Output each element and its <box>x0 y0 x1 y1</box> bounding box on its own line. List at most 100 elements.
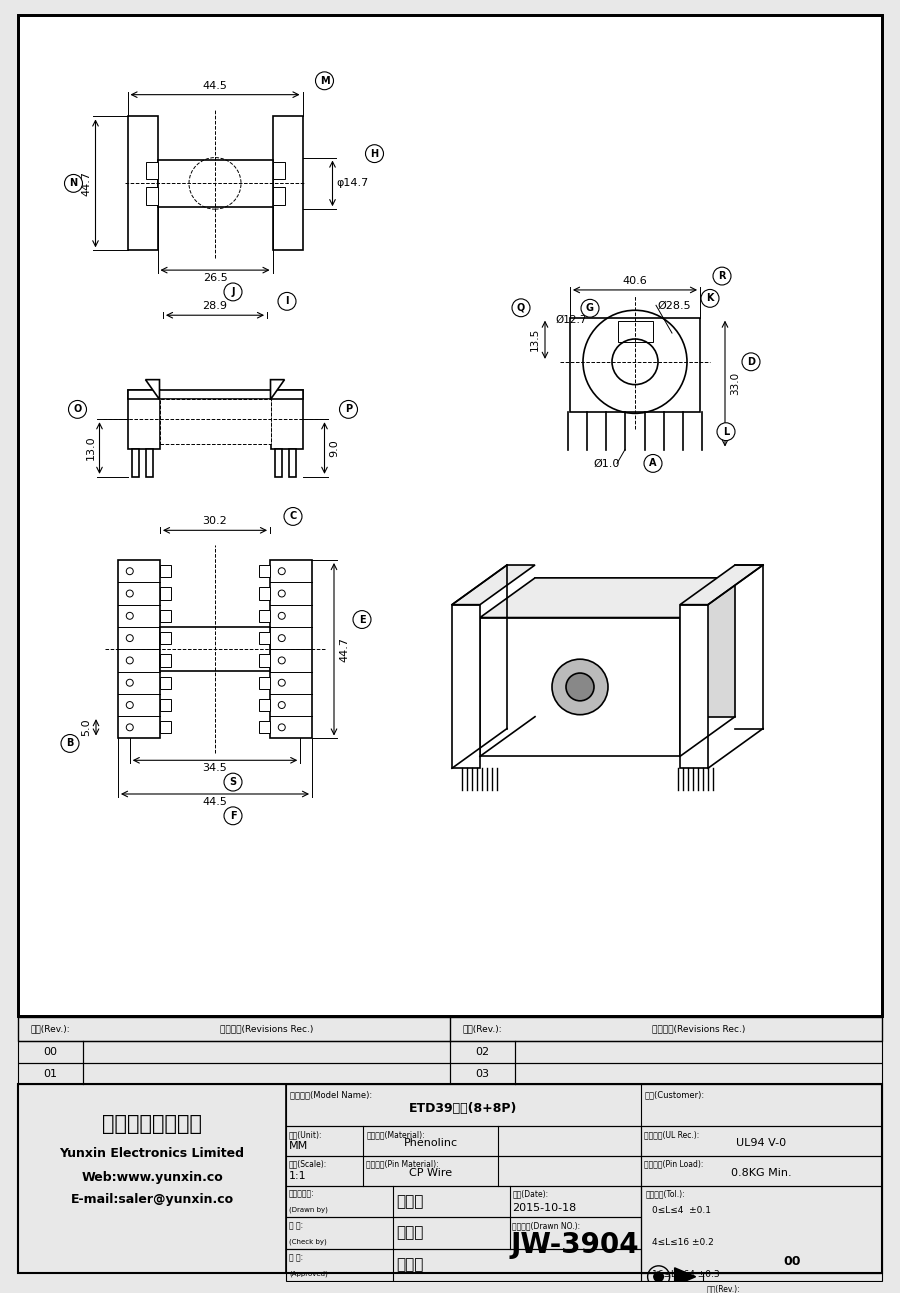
Bar <box>273 116 302 251</box>
Text: 30.2: 30.2 <box>202 516 228 526</box>
Circle shape <box>581 300 599 317</box>
Polygon shape <box>480 618 680 756</box>
Bar <box>286 1217 641 1249</box>
Text: 13.0: 13.0 <box>86 436 95 460</box>
Text: 40.6: 40.6 <box>623 275 647 286</box>
Circle shape <box>644 454 662 472</box>
Text: 产品编号(Drawn NO.):: 产品编号(Drawn NO.): <box>512 1221 580 1230</box>
Text: P: P <box>345 405 352 414</box>
Text: 4≤L≤16 ±0.2: 4≤L≤16 ±0.2 <box>652 1237 714 1246</box>
Bar <box>160 610 171 622</box>
Bar <box>289 449 296 477</box>
Bar <box>18 1041 450 1063</box>
Bar <box>18 1063 450 1085</box>
Circle shape <box>717 423 735 441</box>
Bar <box>259 700 270 711</box>
Bar <box>128 389 159 449</box>
Text: 本体材质(Material):: 本体材质(Material): <box>366 1130 425 1139</box>
Circle shape <box>566 674 594 701</box>
Circle shape <box>65 175 83 193</box>
Bar <box>286 1126 882 1156</box>
Bar <box>259 610 270 622</box>
Text: (Check by): (Check by) <box>289 1239 327 1245</box>
Polygon shape <box>535 578 735 716</box>
Text: 韦景川: 韦景川 <box>396 1226 424 1240</box>
Circle shape <box>512 299 530 317</box>
Circle shape <box>365 145 383 163</box>
Bar <box>160 654 171 667</box>
Text: E-mail:saler@yunxin.co: E-mail:saler@yunxin.co <box>70 1193 234 1206</box>
Bar <box>273 162 284 180</box>
Bar <box>160 587 171 600</box>
Text: D: D <box>747 357 755 367</box>
Bar <box>159 400 271 443</box>
Text: 日期(Date):: 日期(Date): <box>512 1190 549 1199</box>
Bar <box>146 449 153 477</box>
Bar <box>259 587 270 600</box>
Circle shape <box>284 508 302 525</box>
Text: UL94 V-0: UL94 V-0 <box>736 1138 787 1148</box>
Text: 44.5: 44.5 <box>202 80 228 91</box>
Text: I: I <box>285 296 289 306</box>
Text: 02: 02 <box>475 1047 490 1056</box>
Text: Ø12.7: Ø12.7 <box>555 315 587 325</box>
Text: 03: 03 <box>475 1068 490 1078</box>
Text: 修改记录(Revisions Rec.): 修改记录(Revisions Rec.) <box>652 1024 745 1033</box>
Text: R: R <box>718 272 725 281</box>
Bar <box>146 187 158 206</box>
Bar <box>18 14 882 1016</box>
Text: B: B <box>67 738 74 749</box>
Text: 云芚电子有限公司: 云芚电子有限公司 <box>102 1115 202 1134</box>
Text: 00: 00 <box>784 1254 801 1268</box>
Text: 修改记录(Revisions Rec.): 修改记录(Revisions Rec.) <box>220 1024 313 1033</box>
Bar <box>259 676 270 689</box>
Circle shape <box>701 290 719 308</box>
Text: 44.7: 44.7 <box>82 171 92 195</box>
Bar <box>286 1085 882 1126</box>
Text: 0.8KG Min.: 0.8KG Min. <box>731 1168 792 1178</box>
Text: JW-3904: JW-3904 <box>510 1231 639 1259</box>
Circle shape <box>224 283 242 301</box>
Polygon shape <box>480 578 735 618</box>
Text: 规格描述(Model Name):: 规格描述(Model Name): <box>290 1090 372 1099</box>
Text: E: E <box>359 614 365 625</box>
Text: φ14.7: φ14.7 <box>337 178 369 189</box>
Text: 28.9: 28.9 <box>202 301 228 312</box>
Circle shape <box>353 610 371 628</box>
Text: K: K <box>706 294 714 304</box>
Text: 客户(Customer):: 客户(Customer): <box>644 1090 705 1099</box>
Bar <box>259 721 270 733</box>
Text: 44.7: 44.7 <box>339 636 349 662</box>
Text: J: J <box>231 287 235 297</box>
Bar <box>160 632 171 644</box>
Text: 0≤L≤4  ±0.1: 0≤L≤4 ±0.1 <box>652 1206 711 1215</box>
Text: 9.0: 9.0 <box>329 440 339 456</box>
Text: S: S <box>230 777 237 787</box>
Circle shape <box>653 1271 664 1283</box>
Polygon shape <box>452 565 535 605</box>
Circle shape <box>61 734 79 753</box>
Text: 1:1: 1:1 <box>289 1170 307 1181</box>
Bar <box>160 565 171 578</box>
Polygon shape <box>146 380 159 400</box>
Text: 校 对:: 校 对: <box>289 1221 303 1230</box>
Bar <box>286 1249 641 1280</box>
Bar <box>18 1018 882 1041</box>
Text: 防火等级(UL Rec.):: 防火等级(UL Rec.): <box>644 1130 699 1139</box>
Circle shape <box>713 268 731 284</box>
Bar <box>18 1085 286 1272</box>
Text: 33.0: 33.0 <box>730 372 740 396</box>
Circle shape <box>278 292 296 310</box>
Text: 单位(Unit):: 单位(Unit): <box>289 1130 322 1139</box>
Bar <box>259 654 270 667</box>
Circle shape <box>224 773 242 791</box>
Bar <box>160 721 171 733</box>
Bar <box>160 700 171 711</box>
Bar <box>452 605 480 768</box>
Bar <box>641 1186 882 1272</box>
Text: 针脚材质(Pin Material):: 针脚材质(Pin Material): <box>366 1160 439 1169</box>
Text: 张生坤: 张生坤 <box>396 1257 424 1272</box>
Polygon shape <box>271 380 284 400</box>
Text: 比例(Scale):: 比例(Scale): <box>289 1160 328 1169</box>
Text: N: N <box>69 178 77 189</box>
